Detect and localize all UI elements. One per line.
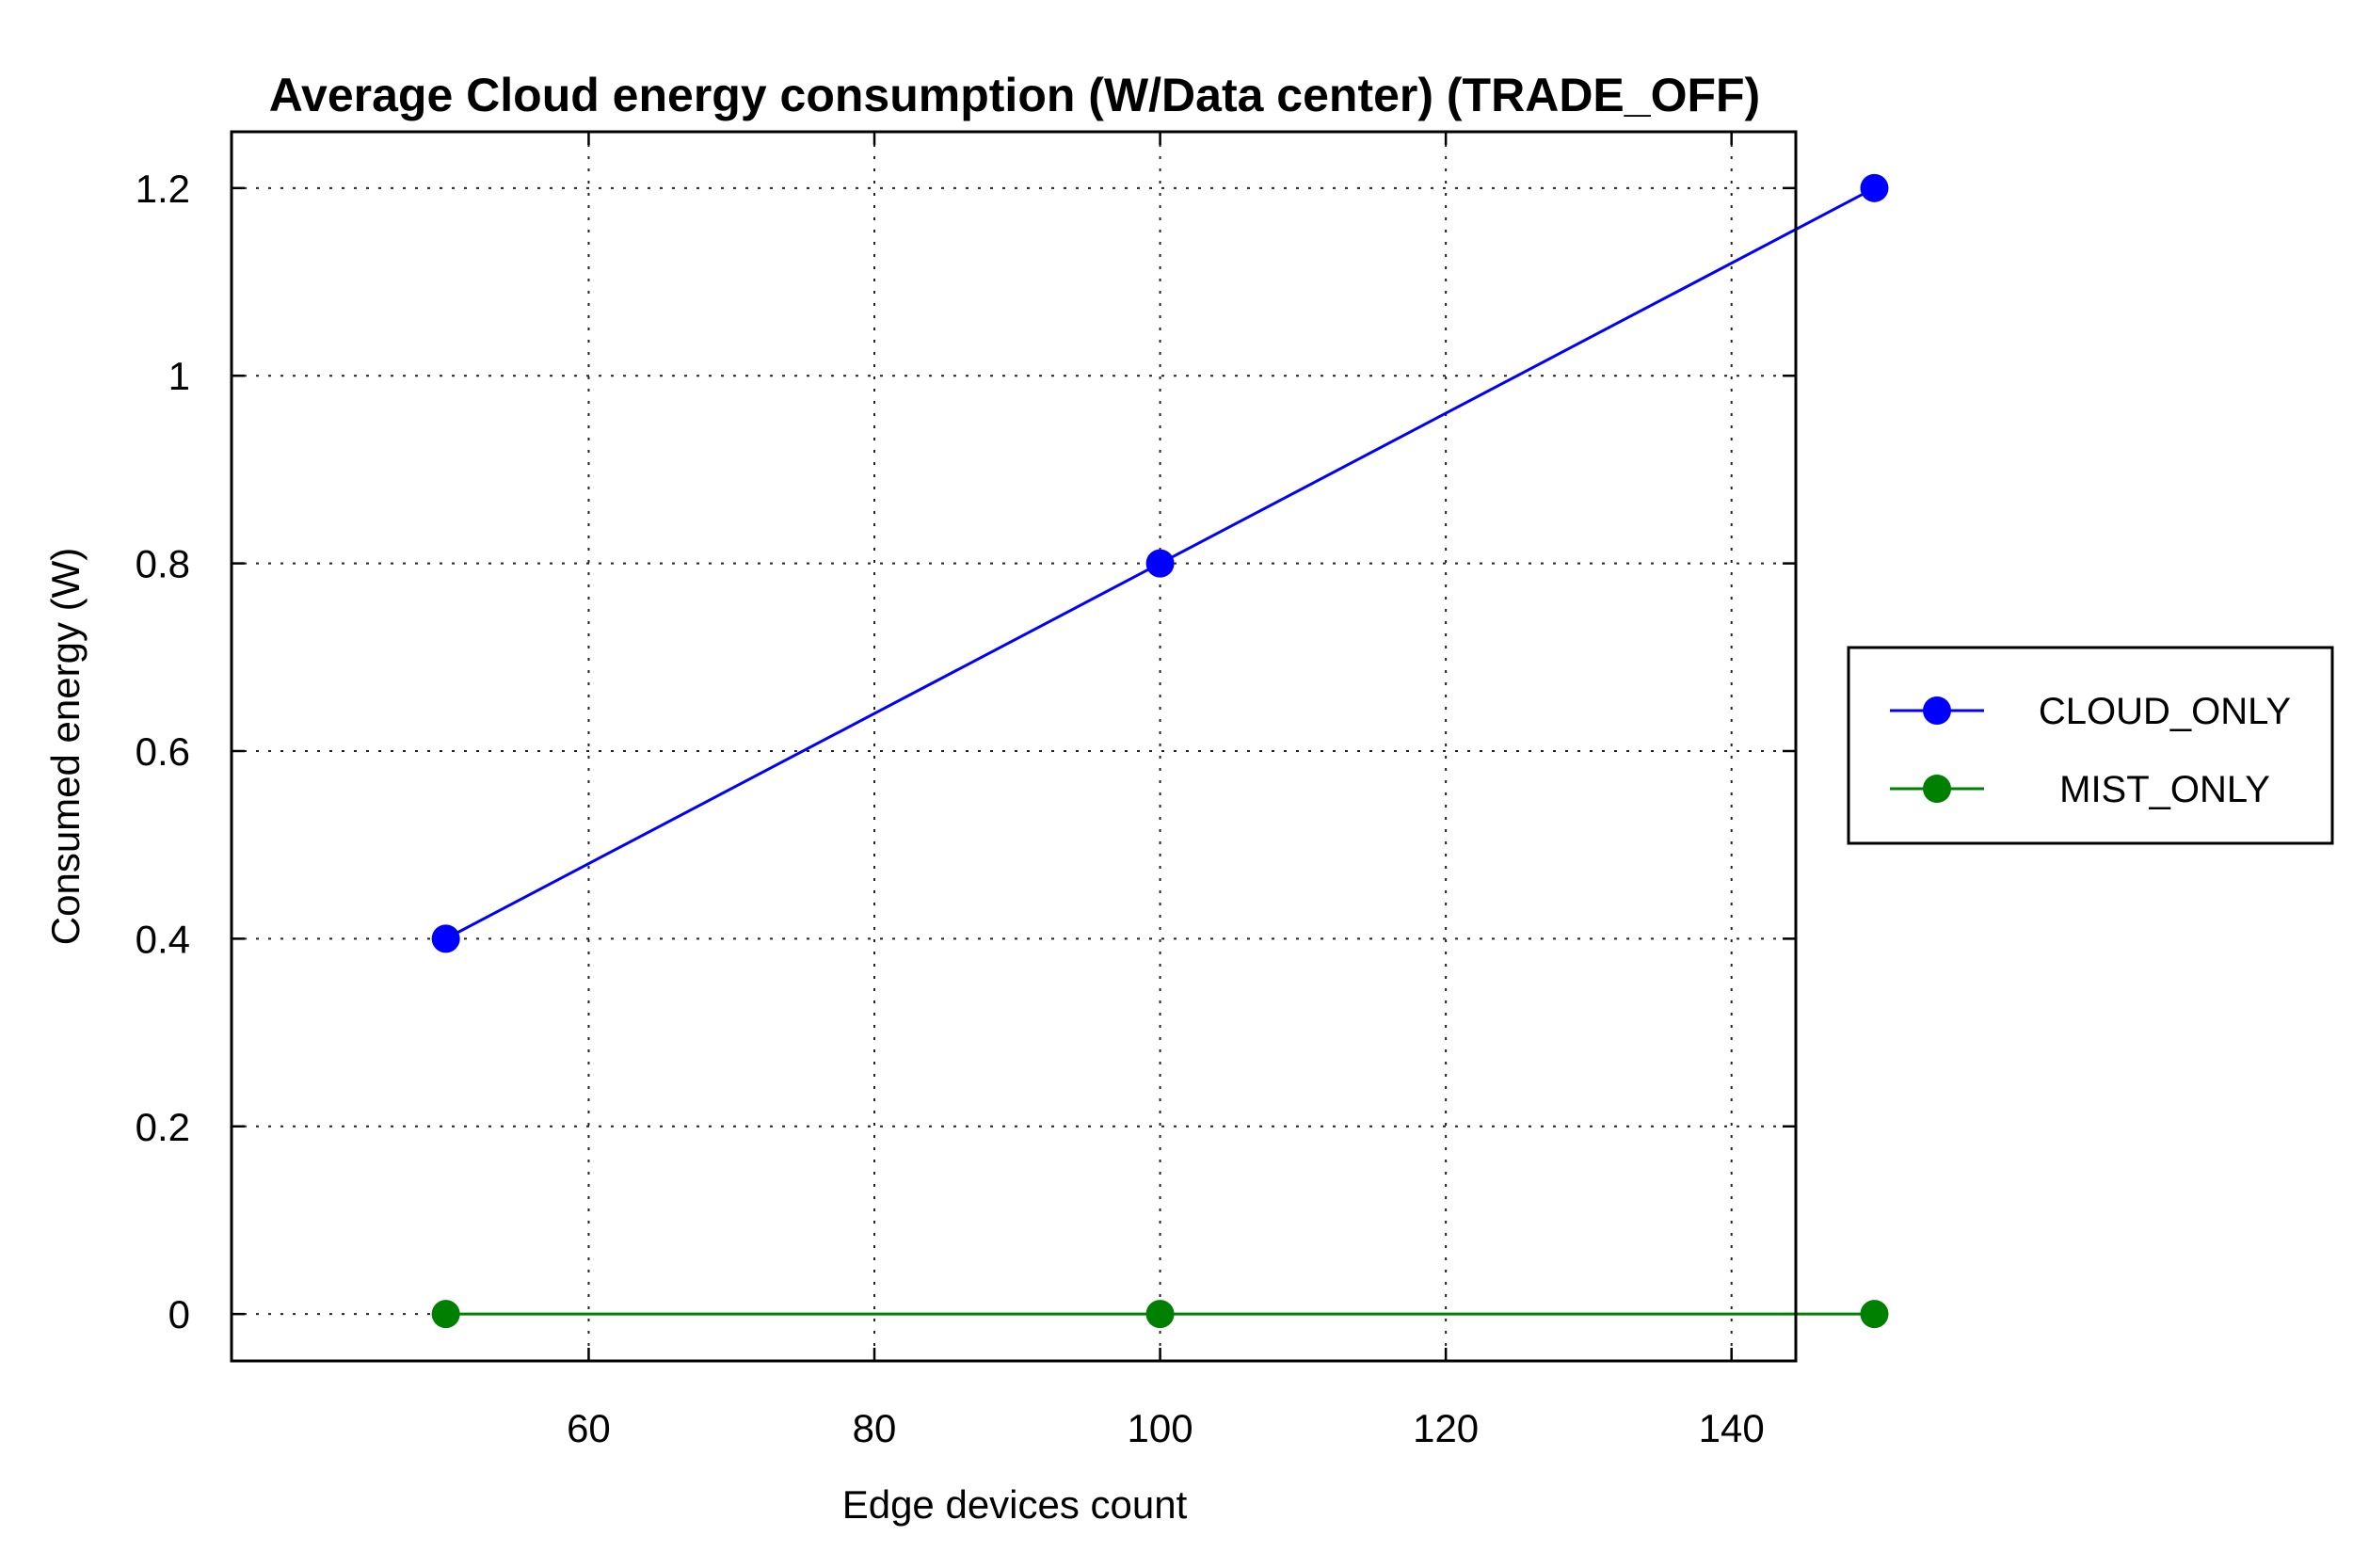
x-tick-label: 100 — [1128, 1406, 1193, 1450]
legend-box — [1847, 646, 2334, 845]
data-point-mist-only — [1860, 1300, 1889, 1329]
legend-entry-mist-only: MIST_ONLY — [1890, 769, 2270, 810]
y-tick-label: 1.2 — [136, 167, 190, 211]
y-tick-label: 0.8 — [136, 542, 190, 586]
y-axis-tick-labels: 0 0.2 0.4 0.6 0.8 1 1.2 — [136, 167, 190, 1336]
legend-label-cloud-only: CLOUD_ONLY — [2039, 691, 2291, 732]
legend-label-mist-only: MIST_ONLY — [2059, 769, 2270, 810]
y-tick-label: 0.6 — [136, 729, 190, 774]
x-axis-tick-labels: 60 80 100 120 140 — [567, 1406, 1765, 1450]
data-series — [431, 173, 1889, 1329]
axis-ticks — [232, 132, 1796, 1361]
legend-entry-cloud-only: CLOUD_ONLY — [1890, 691, 2291, 732]
y-tick-label: 0.2 — [136, 1105, 190, 1149]
chart-legend: CLOUD_ONLY MIST_ONLY — [1847, 646, 2334, 845]
data-point-cloud-only — [431, 924, 460, 953]
grid-lines — [232, 132, 1796, 1361]
y-tick-label: 0.4 — [136, 917, 190, 961]
data-point-cloud-only — [1860, 173, 1889, 202]
plot-area-frame — [230, 130, 1798, 1363]
chart-title: Average Cloud energy consumption (W/Data… — [269, 69, 1760, 121]
x-tick-label: 80 — [853, 1406, 897, 1450]
y-axis-label: Consumed energy (W) — [43, 548, 88, 945]
legend-marker-mist-only — [1923, 775, 1951, 803]
y-tick-label: 1 — [168, 354, 190, 398]
x-tick-label: 60 — [567, 1406, 611, 1450]
x-tick-label: 140 — [1699, 1406, 1765, 1450]
data-point-cloud-only — [1145, 549, 1175, 578]
x-tick-label: 120 — [1413, 1406, 1479, 1450]
x-axis-label: Edge devices count — [842, 1482, 1188, 1527]
y-tick-label: 0 — [168, 1292, 190, 1336]
legend-marker-cloud-only — [1923, 696, 1951, 725]
data-point-mist-only — [431, 1300, 460, 1329]
data-point-mist-only — [1145, 1300, 1175, 1329]
